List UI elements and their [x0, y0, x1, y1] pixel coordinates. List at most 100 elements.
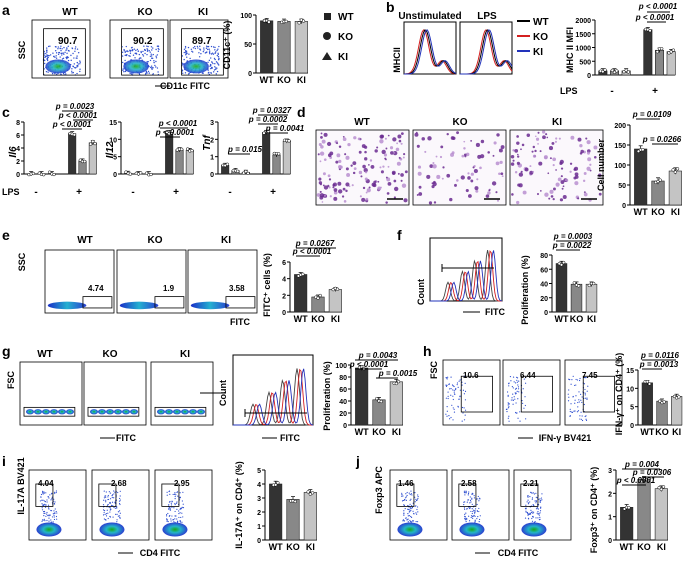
event-dot: [167, 512, 169, 515]
event-dot: [535, 508, 538, 510]
flow-plot: [154, 469, 213, 541]
density-cluster: [26, 409, 34, 415]
event-dot: [179, 512, 181, 514]
cell: [364, 150, 367, 154]
data-point: [318, 293, 322, 298]
event-dot: [123, 71, 125, 73]
group-label: WT: [37, 349, 53, 360]
event-dot: [407, 521, 409, 523]
category-label: KI: [672, 427, 681, 437]
category-label: KI: [306, 542, 315, 552]
event-dot: [407, 515, 409, 517]
event-dot: [467, 499, 470, 501]
svg-text:KO: KO: [533, 32, 548, 43]
svg-text:p < 0.0001: p < 0.0001: [349, 360, 389, 369]
event-dot: [142, 53, 144, 56]
event-dot: [507, 402, 509, 404]
event-dot: [515, 392, 517, 394]
event-dot: [180, 507, 182, 510]
event-dot: [580, 411, 582, 413]
gate: [82, 296, 113, 309]
cell: [323, 158, 327, 161]
event-dot: [450, 394, 452, 396]
density-cluster: [130, 409, 138, 415]
event-dot: [198, 56, 201, 58]
y-tick-label: 0: [343, 423, 347, 430]
y-tick-label: 500: [579, 59, 591, 66]
flow-plot: [564, 359, 623, 426]
microscopy-image: [412, 129, 507, 206]
event-dot: [76, 61, 79, 64]
hist-ylabel: MHCII: [392, 47, 402, 73]
event-dot: [113, 497, 115, 499]
event-dot: [103, 497, 106, 499]
event-dot: [212, 53, 215, 55]
plot-frame: [502, 359, 561, 426]
cell: [344, 153, 347, 156]
event-dot: [47, 514, 49, 517]
cell: [442, 166, 445, 169]
chart-ylabel: Tnf: [202, 134, 213, 151]
data-point: [627, 506, 631, 510]
event-dot: [473, 497, 476, 499]
event-dot: [468, 491, 470, 493]
event-dot: [199, 45, 201, 48]
event-dot: [448, 415, 450, 417]
gate-value: 6.44: [520, 371, 536, 380]
cell: [322, 184, 325, 187]
svg-text:p < 0.0001: p < 0.0001: [292, 247, 332, 256]
y-tick-label: 15: [626, 368, 634, 375]
event-dot: [115, 513, 117, 515]
event-dot: [404, 508, 406, 510]
event-dot: [72, 71, 74, 74]
event-dot: [169, 493, 171, 495]
event-dot: [124, 70, 127, 73]
cell: [353, 136, 357, 140]
cell: [441, 177, 444, 180]
event-dot: [508, 403, 510, 405]
cell: [465, 152, 470, 157]
density-cluster: [58, 409, 66, 415]
gate: [154, 406, 207, 417]
event-dot: [131, 46, 133, 49]
event-dot: [45, 70, 48, 73]
event-dot: [79, 61, 81, 63]
event-dot: [537, 517, 539, 519]
cell: [492, 154, 495, 157]
event-dot: [51, 521, 53, 523]
cell: [520, 148, 522, 151]
event-dot: [201, 72, 204, 74]
event-dot: [109, 511, 111, 513]
svg-text:+: +: [270, 187, 276, 198]
event-dot: [406, 491, 408, 494]
cell: [338, 145, 342, 148]
cell: [542, 135, 546, 140]
event-dot: [411, 494, 413, 496]
event-dot: [137, 50, 139, 52]
event-dot: [146, 72, 148, 74]
event-dot: [452, 398, 454, 401]
flow-plot: [44, 249, 115, 314]
event-dot: [586, 398, 588, 400]
event-dot: [42, 499, 44, 501]
event-dot: [579, 418, 581, 420]
event-dot: [216, 49, 218, 52]
y-tick-label: 60: [540, 267, 548, 274]
event-dot: [41, 507, 43, 509]
data-point: [644, 477, 648, 482]
event-dot: [471, 498, 473, 500]
event-dot: [109, 492, 112, 494]
event-dot: [583, 376, 586, 379]
panel-letter: f: [397, 227, 402, 243]
event-dot: [416, 499, 419, 501]
event-dot: [464, 382, 466, 384]
event-dot: [508, 420, 510, 422]
panel-b: b Unstimulated LPS MHCII WT KO KI 050010…: [386, 0, 678, 97]
event-dot: [55, 515, 58, 518]
event-dot: [203, 49, 205, 51]
event-dot: [512, 376, 515, 378]
category-label: WT: [260, 75, 274, 85]
cell: [511, 193, 514, 196]
cell: [398, 139, 402, 143]
event-dot: [528, 513, 530, 516]
